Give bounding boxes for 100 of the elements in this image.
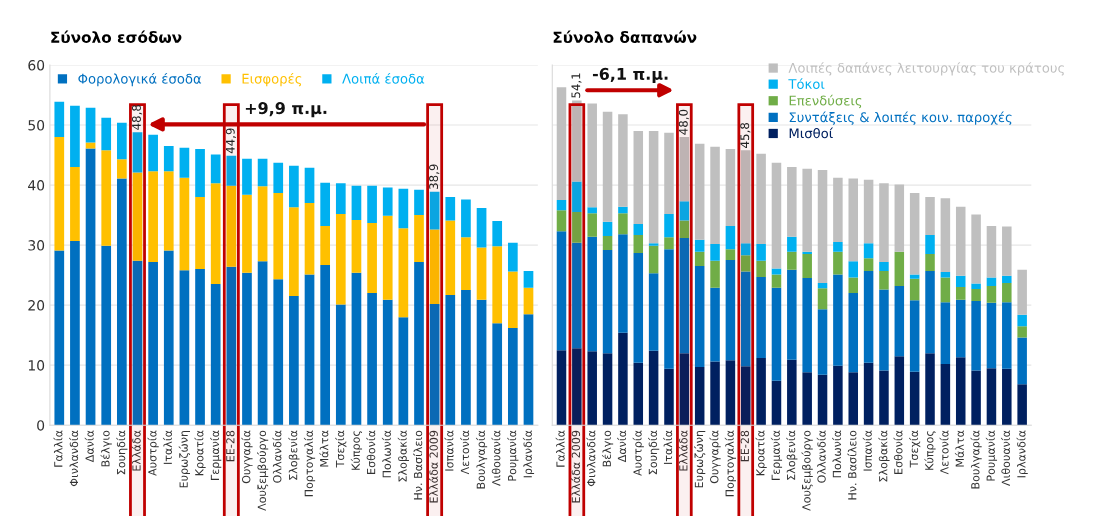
bar	[304, 167, 315, 204]
bar	[117, 159, 127, 179]
bar	[242, 272, 252, 426]
bar	[1002, 282, 1012, 303]
x-tick-label: Ιταλία	[663, 430, 673, 464]
bar	[556, 231, 567, 351]
bar	[148, 171, 158, 262]
x-tick-label: Μάλτα	[319, 430, 329, 467]
bar	[817, 309, 828, 375]
x-tick-label: Λιθουανία	[491, 430, 501, 486]
bar	[195, 197, 205, 270]
bar	[163, 171, 174, 251]
bar	[602, 111, 613, 222]
bar	[787, 167, 797, 237]
bar	[756, 357, 766, 426]
bar	[226, 266, 237, 426]
bar	[848, 293, 859, 373]
bar	[70, 105, 80, 168]
x-tick-label: Βουλγαρία	[475, 430, 488, 489]
bar	[741, 366, 751, 426]
bar	[725, 225, 736, 250]
bar	[894, 184, 905, 252]
bar	[210, 154, 221, 184]
bar	[971, 288, 981, 301]
bar	[771, 162, 782, 269]
x-tick-label: Σλοβενία	[786, 430, 798, 480]
bar	[909, 274, 920, 279]
bar	[756, 260, 766, 277]
bar	[70, 240, 80, 426]
x-tick-label: Δανία	[84, 430, 94, 463]
bar	[971, 370, 981, 426]
x-tick-label: Ελλάδα	[131, 430, 141, 471]
bar	[741, 243, 751, 256]
bar	[833, 274, 843, 366]
bar	[1017, 337, 1027, 385]
x-tick-label: Ελλάδα	[678, 430, 688, 471]
bar	[414, 261, 424, 426]
x-tick-label: ΕΕ-28	[740, 430, 749, 462]
bar	[195, 149, 205, 198]
bar	[618, 234, 628, 333]
bar	[771, 268, 782, 275]
bar	[894, 356, 905, 426]
bar	[940, 363, 951, 426]
bar	[848, 261, 859, 278]
x-tick-label: Λουξεμβούργο	[257, 430, 269, 511]
x-tick-label: Ευρωζώνη	[178, 430, 191, 488]
bar	[925, 254, 935, 271]
bar	[398, 188, 409, 229]
bar	[955, 357, 966, 426]
bar	[556, 350, 567, 426]
bar	[1017, 326, 1027, 338]
bar	[879, 261, 889, 271]
bar	[163, 146, 174, 172]
bar	[925, 270, 935, 354]
bar	[879, 289, 889, 371]
bar	[242, 194, 252, 273]
bar	[398, 228, 409, 318]
x-tick-label: Τσεχία	[909, 430, 921, 468]
bar	[226, 185, 237, 267]
bar	[710, 243, 720, 261]
bar	[802, 254, 812, 279]
x-tick-label: Αυστρία	[147, 430, 159, 476]
bar	[101, 117, 112, 151]
bar	[925, 197, 935, 235]
bar	[414, 189, 424, 216]
x-tick-label: Λετονία	[939, 430, 949, 475]
bar	[476, 299, 487, 426]
bar	[633, 362, 644, 426]
x-tick-label: Πολωνία	[381, 430, 391, 478]
bar	[863, 258, 874, 271]
bar	[492, 323, 503, 426]
bar	[633, 252, 644, 363]
legend-label: Επενδύσεις	[789, 94, 862, 109]
bar	[648, 131, 659, 244]
bar	[226, 155, 237, 186]
bar	[117, 122, 127, 160]
legend-label: Λοιπές δαπάνες λειτουργίας του κράτους	[788, 62, 1064, 76]
bar	[179, 147, 190, 178]
bar	[971, 300, 981, 371]
x-tick-label: Γαλλία	[53, 430, 63, 467]
bar	[648, 245, 659, 274]
bar	[771, 274, 782, 288]
bar	[986, 225, 997, 278]
bar	[85, 142, 96, 149]
x-tick-label: Ιταλία	[162, 430, 172, 464]
bar	[986, 277, 997, 286]
x-tick-label: Ιρλανδία	[1016, 430, 1028, 478]
bar	[507, 271, 518, 328]
x-tick-label: Σλοβακία	[397, 430, 409, 482]
chart-title: Σύνολο εσόδων	[51, 30, 182, 44]
total-label: 38,9	[429, 164, 440, 189]
bar	[925, 353, 935, 426]
x-tick-label: Εσθονία	[366, 430, 376, 474]
bar	[848, 178, 859, 262]
bar	[556, 200, 567, 211]
x-tick-label: Πορτογαλία	[724, 430, 736, 497]
bar	[602, 221, 613, 237]
x-tick-label: Ρουμανία	[507, 430, 519, 481]
bar	[289, 207, 299, 297]
bar	[351, 272, 362, 426]
